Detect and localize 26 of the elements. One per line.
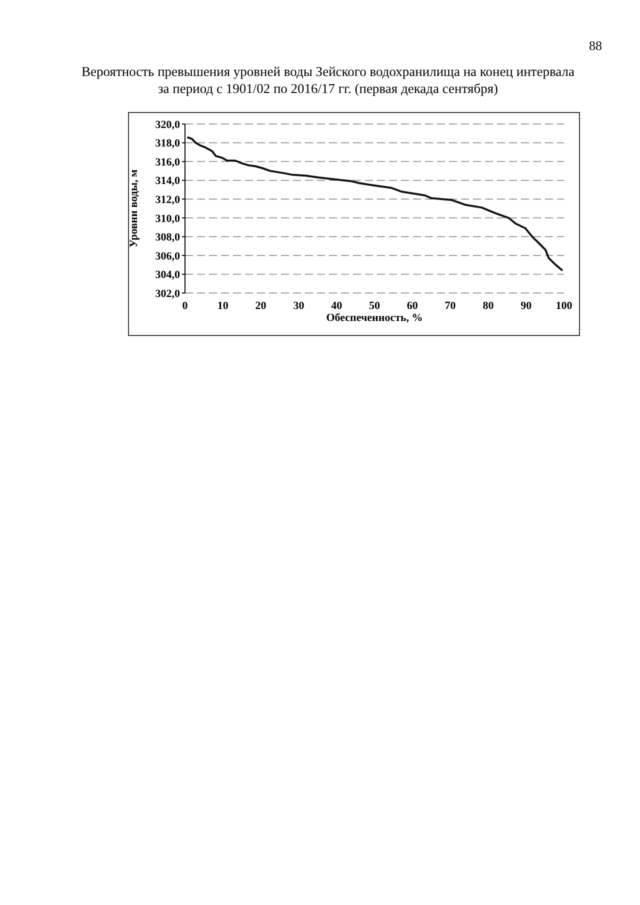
chart-title: Вероятность превышения уровней воды Зейского водохранилища на конец интервала за период с 1901/02 по 2016/17 гг. (первая декада сентября) xyxy=(80,63,576,97)
y-tick-label: 316,0 xyxy=(155,156,180,168)
x-axis-title: Обеспеченность, % xyxy=(326,312,423,324)
x-tick-label: 10 xyxy=(217,300,229,312)
y-tick-label: 302,0 xyxy=(155,288,180,300)
x-tick-label: 60 xyxy=(406,300,418,312)
line-series xyxy=(186,136,564,272)
y-tick-label: 318,0 xyxy=(155,138,180,150)
y-tick-label: 314,0 xyxy=(155,175,180,188)
x-tick-label: 40 xyxy=(331,300,343,312)
x-tick-label: 100 xyxy=(556,300,573,312)
y-tick-label: 306,0 xyxy=(155,250,180,262)
text: 88 xyxy=(589,38,602,54)
y-tick-label: 320,0 xyxy=(155,118,180,131)
x-tick-label: 20 xyxy=(255,300,267,312)
y-tick-label: 304,0 xyxy=(155,269,180,282)
x-tick-label: 90 xyxy=(520,300,532,312)
y-tick-label: 308,0 xyxy=(155,232,180,244)
x-tick-label: 50 xyxy=(369,300,380,312)
x-tick-label: 30 xyxy=(293,300,305,312)
x-tick-label: 80 xyxy=(482,300,494,312)
x-tick-label: 70 xyxy=(444,300,456,312)
y-tick-label: 312,0 xyxy=(155,194,180,206)
x-tick-label: 0 xyxy=(182,300,188,312)
y-axis-title: Уровни воды, м xyxy=(128,168,140,248)
y-tick-label: 310,0 xyxy=(155,212,180,225)
